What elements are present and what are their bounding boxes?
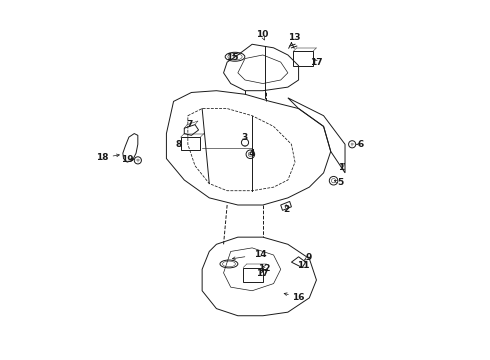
Text: 4: 4 [249, 149, 255, 158]
Text: 14: 14 [254, 250, 267, 259]
Text: 17: 17 [310, 58, 323, 67]
Text: 19: 19 [121, 156, 133, 165]
Text: 15: 15 [226, 53, 239, 62]
Text: 9: 9 [305, 253, 312, 262]
Text: 18: 18 [96, 153, 108, 162]
Text: 13: 13 [288, 33, 300, 42]
Text: 5: 5 [338, 178, 344, 187]
Text: 2: 2 [284, 205, 290, 214]
Text: 12: 12 [258, 264, 270, 273]
Text: 11: 11 [296, 261, 309, 270]
Text: 16: 16 [292, 293, 304, 302]
Text: 10: 10 [256, 30, 269, 39]
Text: 3: 3 [241, 133, 247, 142]
Text: 1: 1 [338, 163, 344, 172]
Text: 17: 17 [256, 269, 269, 278]
Text: 8: 8 [175, 140, 181, 149]
Text: 6: 6 [358, 140, 364, 149]
Text: 7: 7 [186, 121, 193, 130]
